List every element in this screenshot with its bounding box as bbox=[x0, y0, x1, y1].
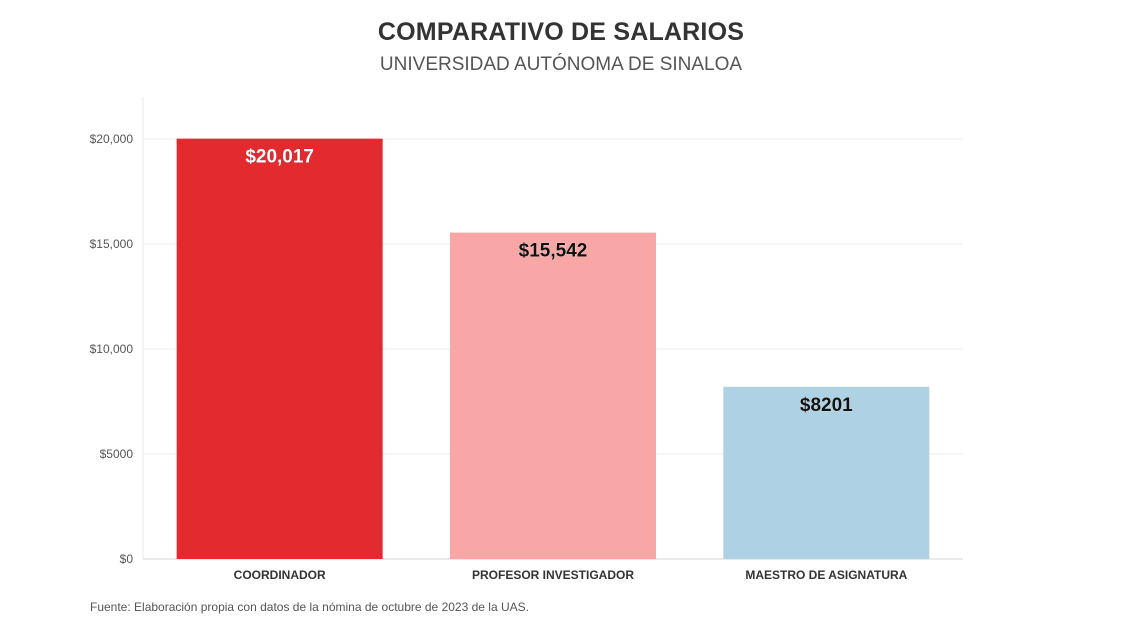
y-tick-label: $10,000 bbox=[90, 342, 134, 356]
y-tick-label: $0 bbox=[120, 552, 134, 566]
bar-value-label: $15,542 bbox=[519, 241, 588, 262]
bar-value-label: $8201 bbox=[800, 395, 853, 416]
chart-title: COMPARATIVO DE SALARIOS bbox=[377, 18, 745, 46]
bar bbox=[176, 138, 383, 559]
bar bbox=[723, 386, 930, 559]
source-footnote: Fuente: Elaboración propia con datos de … bbox=[90, 600, 529, 614]
bar bbox=[450, 232, 656, 560]
chart-subtitle: UNIVERSIDAD AUTÓNOMA DE SINALOA bbox=[379, 54, 743, 75]
y-tick-label: $5000 bbox=[100, 447, 134, 461]
x-tick-label: PROFESOR INVESTIGADOR bbox=[472, 568, 634, 582]
x-tick-label: MAESTRO DE ASIGNATURA bbox=[745, 568, 907, 582]
y-tick-label: $20,000 bbox=[90, 132, 134, 146]
bar-value-label: $20,017 bbox=[245, 147, 314, 168]
y-tick-label: $15,000 bbox=[90, 237, 134, 251]
x-tick-label: COORDINADOR bbox=[234, 568, 326, 582]
